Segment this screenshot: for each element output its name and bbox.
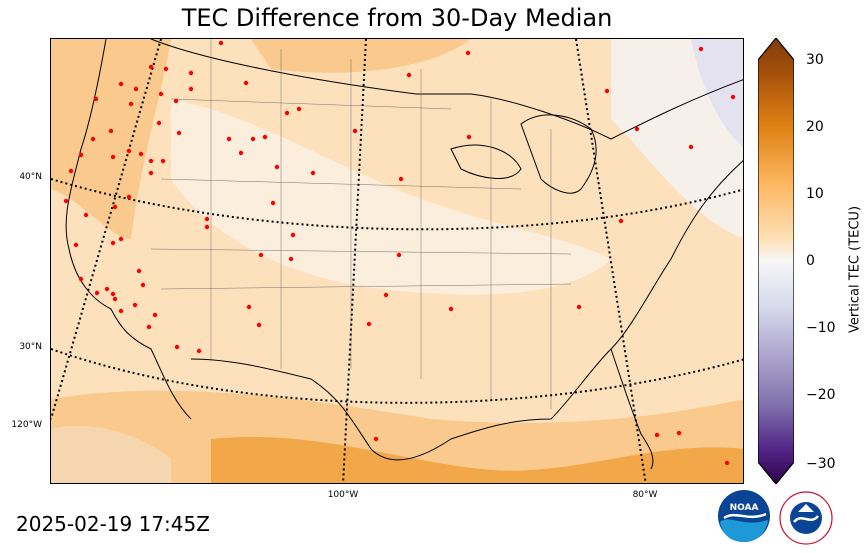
colorbar-tick-20: 20 bbox=[806, 119, 824, 135]
lon-label-120w: 120°W bbox=[11, 420, 42, 430]
lat-line-40 bbox=[51, 178, 743, 231]
state-borders bbox=[150, 39, 572, 409]
lat-line-30 bbox=[51, 348, 743, 404]
coastlines bbox=[65, 39, 743, 470]
tec-negative-region bbox=[691, 39, 743, 148]
tec-north-region bbox=[251, 39, 471, 73]
lon-label-100w: 100°W bbox=[327, 490, 359, 500]
colorbar-tick-minus-10: −10 bbox=[806, 320, 836, 336]
lat-label-40n: 40°N bbox=[19, 172, 42, 182]
tec-west-region bbox=[51, 39, 171, 239]
station-markers bbox=[63, 40, 736, 466]
lat-label-30n: 30°N bbox=[19, 342, 42, 352]
lon-line-80 bbox=[575, 39, 647, 483]
lon-label-80w: 80°W bbox=[632, 490, 658, 500]
agency-logos: NOAA bbox=[718, 490, 833, 545]
map-panel bbox=[50, 38, 744, 484]
colorbar-tick-minus-30: −30 bbox=[806, 456, 836, 472]
colorbar-tick-30: 30 bbox=[806, 52, 824, 68]
tec-map bbox=[51, 39, 743, 483]
tec-sw-region bbox=[51, 425, 171, 483]
colorbar-label: Vertical TEC (TECU) bbox=[847, 205, 863, 334]
colorbar-tick-minus-20: −20 bbox=[806, 387, 836, 403]
noaa-logo: NOAA bbox=[718, 490, 770, 542]
svg-text:NOAA: NOAA bbox=[730, 503, 759, 513]
page-title: TEC Difference from 30-Day Median bbox=[181, 4, 613, 32]
timestamp: 2025-02-19 17:45Z bbox=[16, 512, 210, 536]
nws-logo bbox=[779, 491, 833, 545]
lon-line-120 bbox=[51, 39, 162, 420]
colorbar bbox=[758, 38, 794, 484]
graticule bbox=[51, 39, 743, 483]
colorbar-tick-0: 0 bbox=[806, 253, 815, 269]
colorbar-tick-10: 10 bbox=[806, 186, 824, 202]
colorbar-scale bbox=[758, 38, 794, 484]
